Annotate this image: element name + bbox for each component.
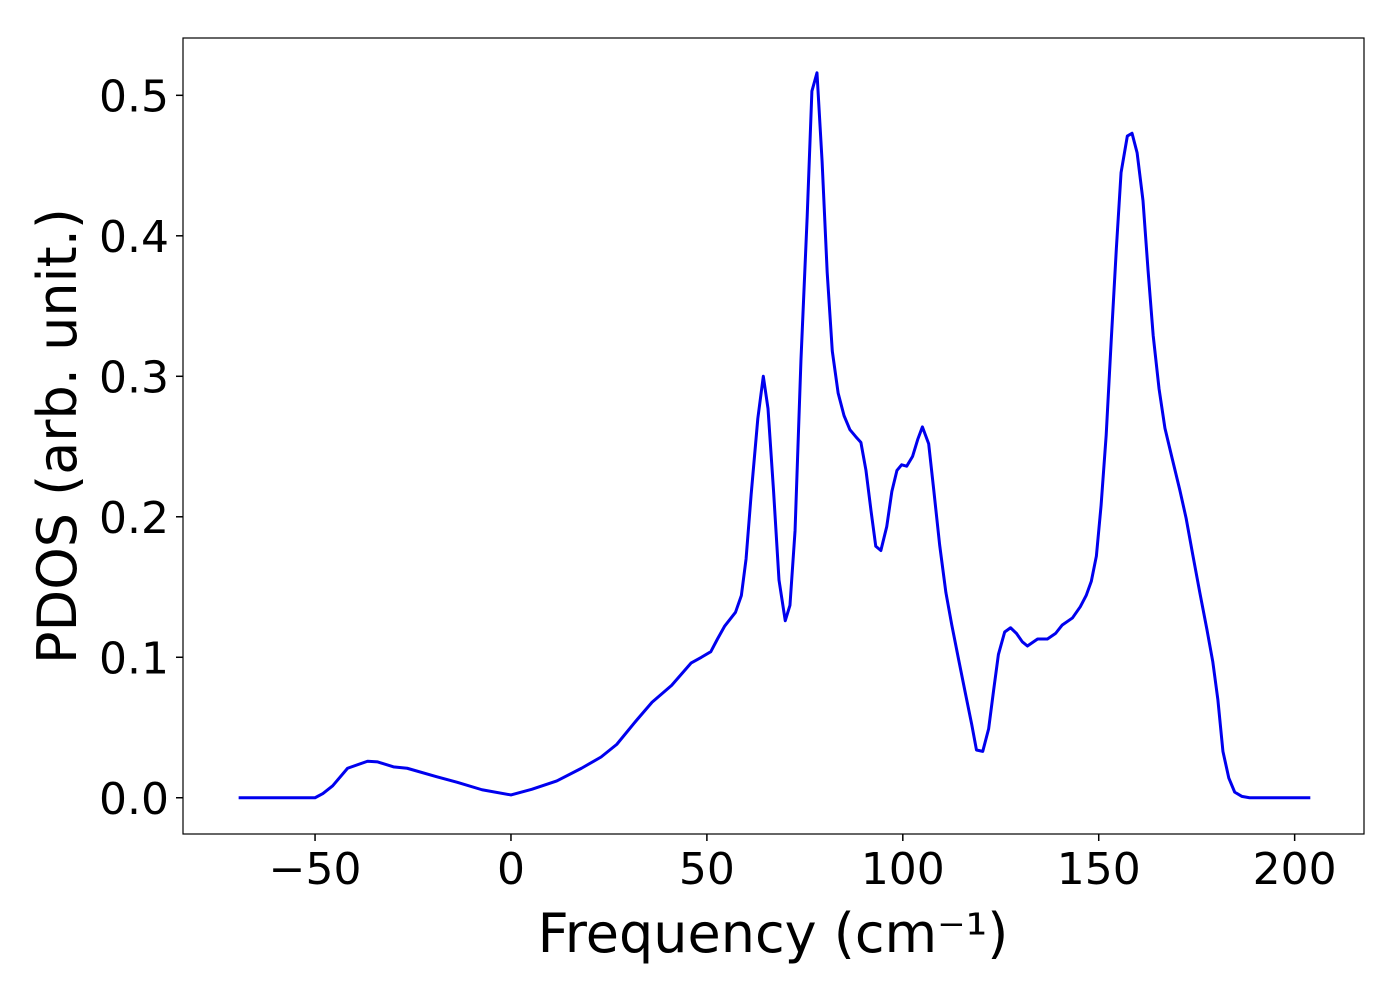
y-tick-label: 0.0 — [99, 774, 169, 825]
x-axis-label: Frequency (cm⁻¹) — [538, 902, 1009, 965]
y-tick-label: 0.2 — [99, 493, 169, 544]
x-tick-label: 0 — [497, 844, 525, 895]
data-line — [238, 71, 1311, 800]
x-tick-label: 50 — [679, 844, 735, 895]
plot-frame — [182, 37, 1365, 835]
y-tick-label: 0.3 — [99, 352, 169, 403]
y-tick-label: 0.4 — [99, 212, 169, 263]
y-axis-label: PDOS (arb. unit.) — [26, 208, 89, 664]
x-tick-label: 100 — [861, 844, 945, 895]
x-tick-label: 150 — [1057, 844, 1141, 895]
y-tick-label: 0.5 — [99, 71, 169, 122]
x-tick-label: −50 — [269, 844, 362, 895]
y-tick-label: 0.1 — [99, 633, 169, 684]
x-tick-label: 200 — [1253, 844, 1337, 895]
